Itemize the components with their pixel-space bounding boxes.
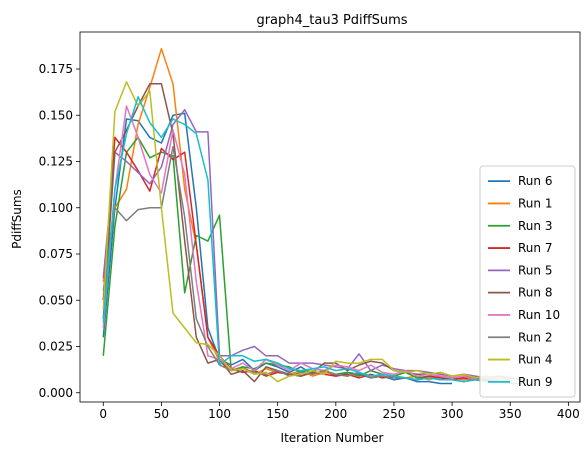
x-tick-label: 50 bbox=[154, 407, 169, 421]
legend-label-8: Run 2 bbox=[518, 330, 552, 344]
x-tick-label: 0 bbox=[99, 407, 107, 421]
y-axis-label: PdiffSums bbox=[10, 189, 24, 249]
legend-label-1: Run 6 bbox=[518, 174, 552, 188]
plot-area: 0 50 100 150 200 250 300 350 400 0.000 0.025 0.050 0… bbox=[39, 31, 581, 421]
y-tick-label: 0.050 bbox=[39, 293, 73, 307]
x-tick-label: 400 bbox=[557, 407, 580, 421]
series-line-3 bbox=[102, 136, 499, 383]
legend-label-3: Run 3 bbox=[518, 219, 552, 233]
x-tick-label: 100 bbox=[208, 407, 231, 421]
series-line-9 bbox=[102, 81, 511, 383]
x-tick-label: 350 bbox=[499, 407, 522, 421]
series-line-6 bbox=[102, 83, 499, 383]
x-tick-label: 250 bbox=[383, 407, 406, 421]
legend-label-6: Run 8 bbox=[518, 286, 552, 300]
series-line-4 bbox=[102, 136, 488, 383]
legend-label-2: Run 1 bbox=[518, 196, 552, 210]
x-tick-label: 300 bbox=[441, 407, 464, 421]
y-tick-label: 0.175 bbox=[39, 62, 73, 76]
y-tick-label: 0.025 bbox=[39, 340, 73, 354]
x-tick-label: 150 bbox=[266, 407, 289, 421]
legend-label-7: Run 10 bbox=[518, 308, 560, 322]
legend-box bbox=[479, 165, 576, 398]
y-tick-label: 0.000 bbox=[39, 386, 73, 400]
chart-title: graph4_tau3 PdiffSums bbox=[256, 13, 407, 28]
y-tick-label: 0.100 bbox=[39, 201, 73, 215]
series-line-7 bbox=[102, 105, 499, 381]
x-tick-label: 200 bbox=[324, 407, 347, 421]
series-line-1 bbox=[102, 112, 453, 385]
y-tick-label: 0.150 bbox=[39, 108, 73, 122]
y-tick-label: 0.125 bbox=[39, 155, 73, 169]
series-line-8 bbox=[102, 145, 488, 383]
legend-label-9: Run 4 bbox=[518, 353, 552, 367]
series-line-10 bbox=[102, 96, 522, 385]
axes-frame bbox=[79, 31, 581, 403]
x-axis-label: Iteration Number bbox=[281, 431, 384, 445]
legend-label-10: Run 9 bbox=[518, 375, 552, 389]
y-tick-label: 0.075 bbox=[39, 247, 73, 261]
legend-label-5: Run 5 bbox=[518, 263, 552, 277]
legend-label-4: Run 7 bbox=[518, 241, 552, 255]
